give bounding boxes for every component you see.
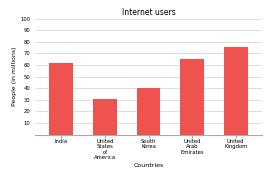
Title: Internet users: Internet users: [122, 7, 176, 16]
Bar: [49, 63, 73, 135]
Bar: [137, 88, 160, 135]
Y-axis label: People (in millions): People (in millions): [12, 47, 17, 106]
Bar: [224, 47, 248, 135]
Bar: [93, 99, 117, 135]
X-axis label: Countries: Countries: [133, 163, 164, 168]
Bar: [180, 59, 204, 135]
